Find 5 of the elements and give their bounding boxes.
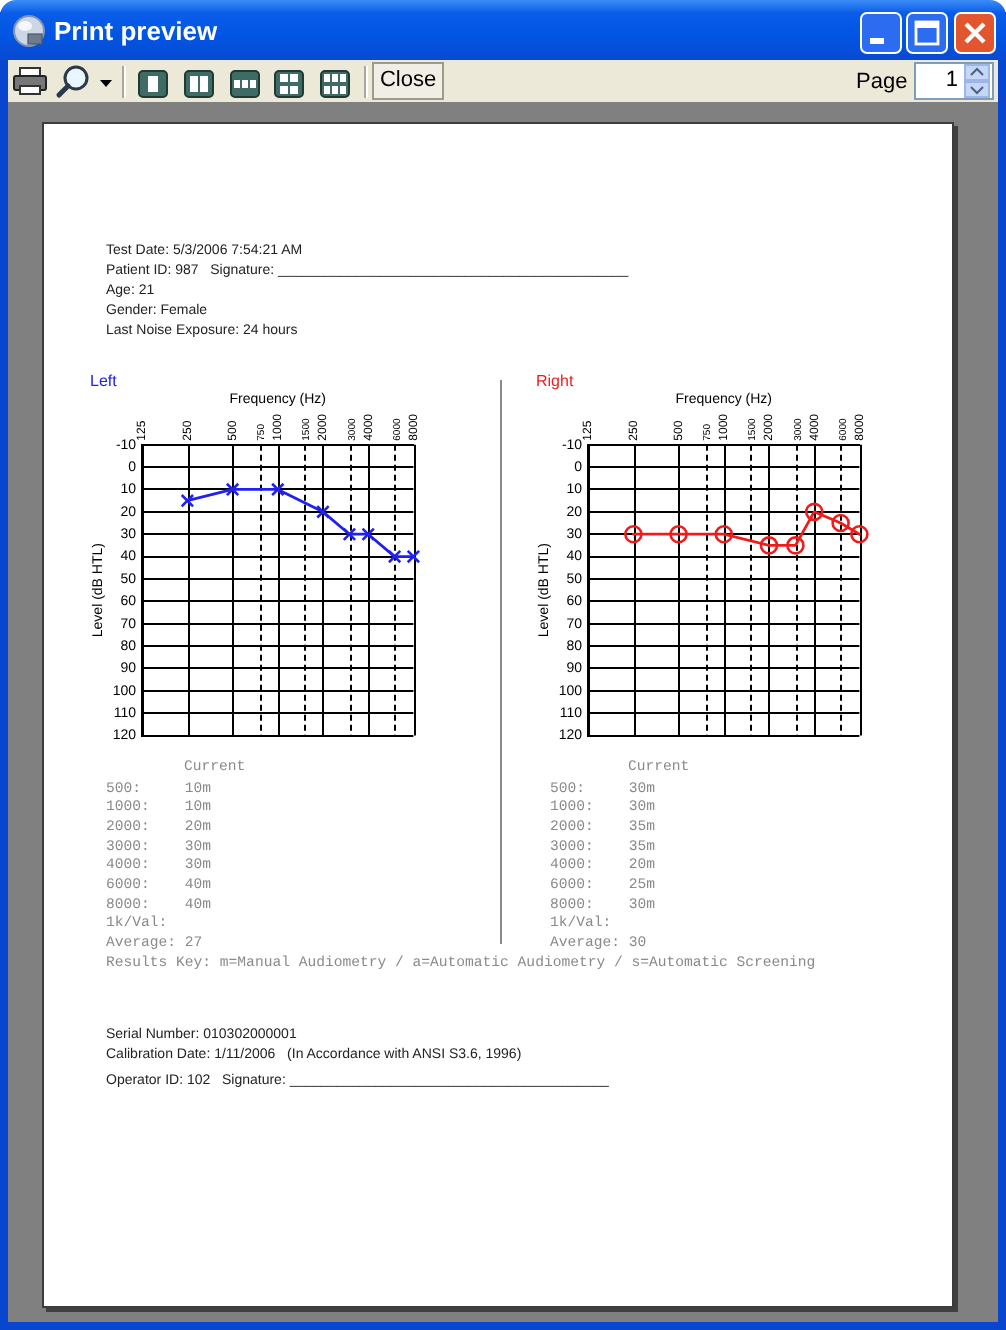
close-button: Close [372,62,444,100]
text: Page [856,70,908,94]
chart-title: Left [90,372,119,391]
text: Print preview [54,16,218,46]
chart-title: Right [536,372,575,391]
